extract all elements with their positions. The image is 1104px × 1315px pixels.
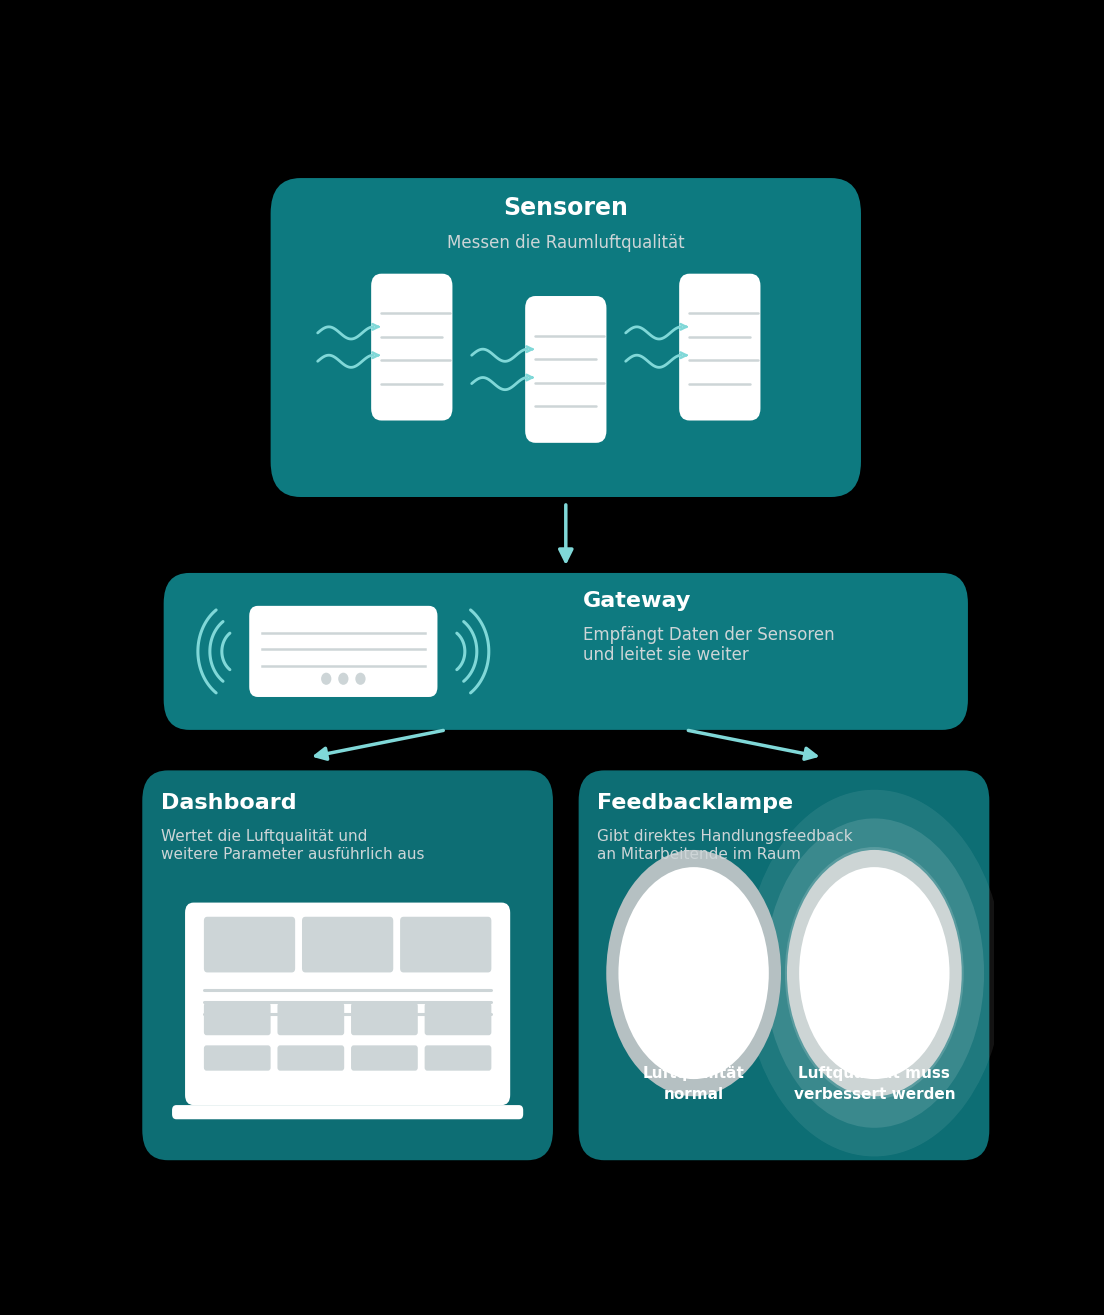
Ellipse shape bbox=[785, 847, 964, 1099]
Text: Feedbacklampe: Feedbacklampe bbox=[597, 793, 794, 813]
FancyBboxPatch shape bbox=[250, 606, 437, 697]
Ellipse shape bbox=[765, 818, 984, 1128]
Circle shape bbox=[338, 673, 349, 685]
FancyBboxPatch shape bbox=[400, 917, 491, 973]
Ellipse shape bbox=[799, 867, 949, 1080]
FancyBboxPatch shape bbox=[679, 274, 761, 421]
Text: Gateway: Gateway bbox=[583, 592, 691, 611]
Circle shape bbox=[321, 673, 331, 685]
Ellipse shape bbox=[618, 867, 768, 1080]
FancyBboxPatch shape bbox=[351, 1045, 417, 1070]
FancyBboxPatch shape bbox=[425, 1003, 491, 1035]
FancyBboxPatch shape bbox=[142, 771, 553, 1160]
FancyBboxPatch shape bbox=[270, 178, 861, 497]
Text: Luftqualität
normal: Luftqualität normal bbox=[643, 1066, 744, 1102]
Ellipse shape bbox=[787, 849, 962, 1097]
FancyBboxPatch shape bbox=[204, 917, 295, 973]
FancyBboxPatch shape bbox=[526, 296, 606, 443]
Text: Sensoren: Sensoren bbox=[503, 196, 628, 221]
FancyBboxPatch shape bbox=[163, 573, 968, 730]
FancyBboxPatch shape bbox=[302, 917, 393, 973]
Text: Dashboard: Dashboard bbox=[161, 793, 297, 813]
Ellipse shape bbox=[744, 790, 1005, 1156]
FancyBboxPatch shape bbox=[185, 902, 510, 1105]
FancyBboxPatch shape bbox=[277, 1045, 344, 1070]
FancyBboxPatch shape bbox=[351, 1003, 417, 1035]
Text: Wertet die Luftqualität und
weitere Parameter ausführlich aus: Wertet die Luftqualität und weitere Para… bbox=[161, 830, 425, 861]
Circle shape bbox=[355, 673, 365, 685]
Text: Gibt direktes Handlungsfeedback
an Mitarbeitende im Raum: Gibt direktes Handlungsfeedback an Mitar… bbox=[597, 830, 853, 861]
FancyBboxPatch shape bbox=[172, 1105, 523, 1119]
Text: Luftqualität muss
verbessert werden: Luftqualität muss verbessert werden bbox=[794, 1066, 955, 1102]
Ellipse shape bbox=[797, 864, 952, 1082]
FancyBboxPatch shape bbox=[578, 771, 989, 1160]
Text: Empfängt Daten der Sensoren
und leitet sie weiter: Empfängt Daten der Sensoren und leitet s… bbox=[583, 626, 835, 664]
FancyBboxPatch shape bbox=[204, 1045, 270, 1070]
FancyBboxPatch shape bbox=[425, 1045, 491, 1070]
FancyBboxPatch shape bbox=[371, 274, 453, 421]
FancyBboxPatch shape bbox=[204, 1003, 270, 1035]
Ellipse shape bbox=[606, 849, 781, 1097]
Text: Messen die Raumluftqualität: Messen die Raumluftqualität bbox=[447, 234, 684, 251]
FancyBboxPatch shape bbox=[277, 1003, 344, 1035]
